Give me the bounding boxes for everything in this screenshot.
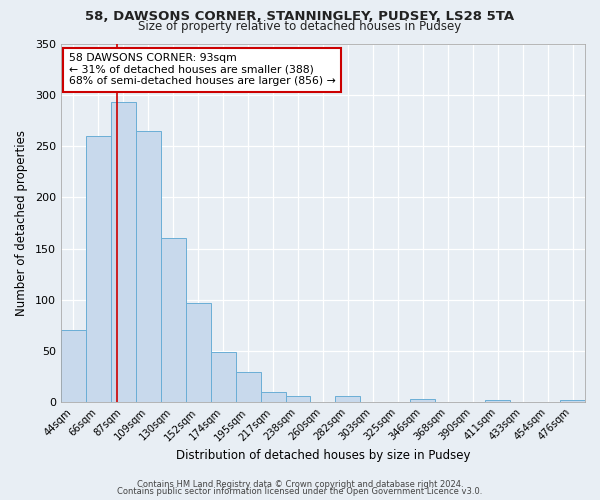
- Bar: [211, 352, 236, 402]
- Bar: [161, 238, 186, 402]
- Text: Size of property relative to detached houses in Pudsey: Size of property relative to detached ho…: [139, 20, 461, 33]
- Bar: [560, 400, 585, 402]
- Bar: [410, 399, 435, 402]
- Text: 58, DAWSONS CORNER, STANNINGLEY, PUDSEY, LS28 5TA: 58, DAWSONS CORNER, STANNINGLEY, PUDSEY,…: [85, 10, 515, 23]
- Bar: [111, 102, 136, 402]
- Bar: [61, 330, 86, 402]
- Bar: [286, 396, 310, 402]
- Bar: [260, 392, 286, 402]
- Text: 58 DAWSONS CORNER: 93sqm
← 31% of detached houses are smaller (388)
68% of semi-: 58 DAWSONS CORNER: 93sqm ← 31% of detach…: [69, 53, 335, 86]
- Text: Contains HM Land Registry data © Crown copyright and database right 2024.: Contains HM Land Registry data © Crown c…: [137, 480, 463, 489]
- X-axis label: Distribution of detached houses by size in Pudsey: Distribution of detached houses by size …: [176, 450, 470, 462]
- Bar: [136, 131, 161, 402]
- Text: Contains public sector information licensed under the Open Government Licence v3: Contains public sector information licen…: [118, 488, 482, 496]
- Bar: [86, 136, 111, 402]
- Y-axis label: Number of detached properties: Number of detached properties: [15, 130, 28, 316]
- Bar: [335, 396, 361, 402]
- Bar: [186, 303, 211, 402]
- Bar: [485, 400, 510, 402]
- Bar: [236, 372, 260, 402]
